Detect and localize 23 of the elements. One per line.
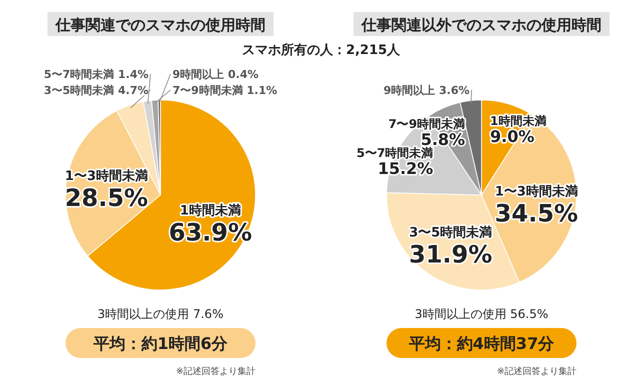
slice-label: 7〜9時間未満 1.1% (172, 84, 278, 97)
slice-label: 1〜3時間未満 (494, 184, 578, 200)
chart-title: 仕事関連以外でのスマホの使用時間 (360, 16, 602, 34)
chart-title: 仕事関連でのスマホの使用時間 (54, 16, 266, 34)
text: ※記述回答より集計 (176, 366, 256, 377)
text: 3時間以上の使用 7.6% (98, 307, 224, 321)
slice-label: 5〜7時間未満 1.4% (44, 68, 148, 81)
slice-label: 3〜5時間未満 (409, 226, 492, 241)
data-label: 34.5% (494, 199, 578, 228)
slice-label: 9時間以上 0.4% (172, 68, 258, 81)
slice-label: 1時間未満 (180, 203, 241, 218)
slice-label: 3〜5時間未満 4.7% (44, 84, 148, 97)
data-label: 15.2% (378, 158, 434, 178)
text: 平均：約1時間6分 (92, 334, 229, 353)
text: 平均：約4時間37分 (408, 334, 556, 353)
text: スマホ所有の人：2,215人 (242, 42, 402, 58)
slice-label: 9時間以上 3.6% (384, 84, 470, 97)
text: ※記述回答より集計 (496, 366, 576, 377)
slice-label: 5〜7時間未満 (356, 146, 434, 160)
data-label: 28.5% (64, 184, 148, 212)
slice-label: 1〜3時間未満 (64, 169, 148, 184)
data-label: 31.9% (409, 240, 492, 269)
text: 3時間以上の使用 56.5% (414, 307, 548, 321)
